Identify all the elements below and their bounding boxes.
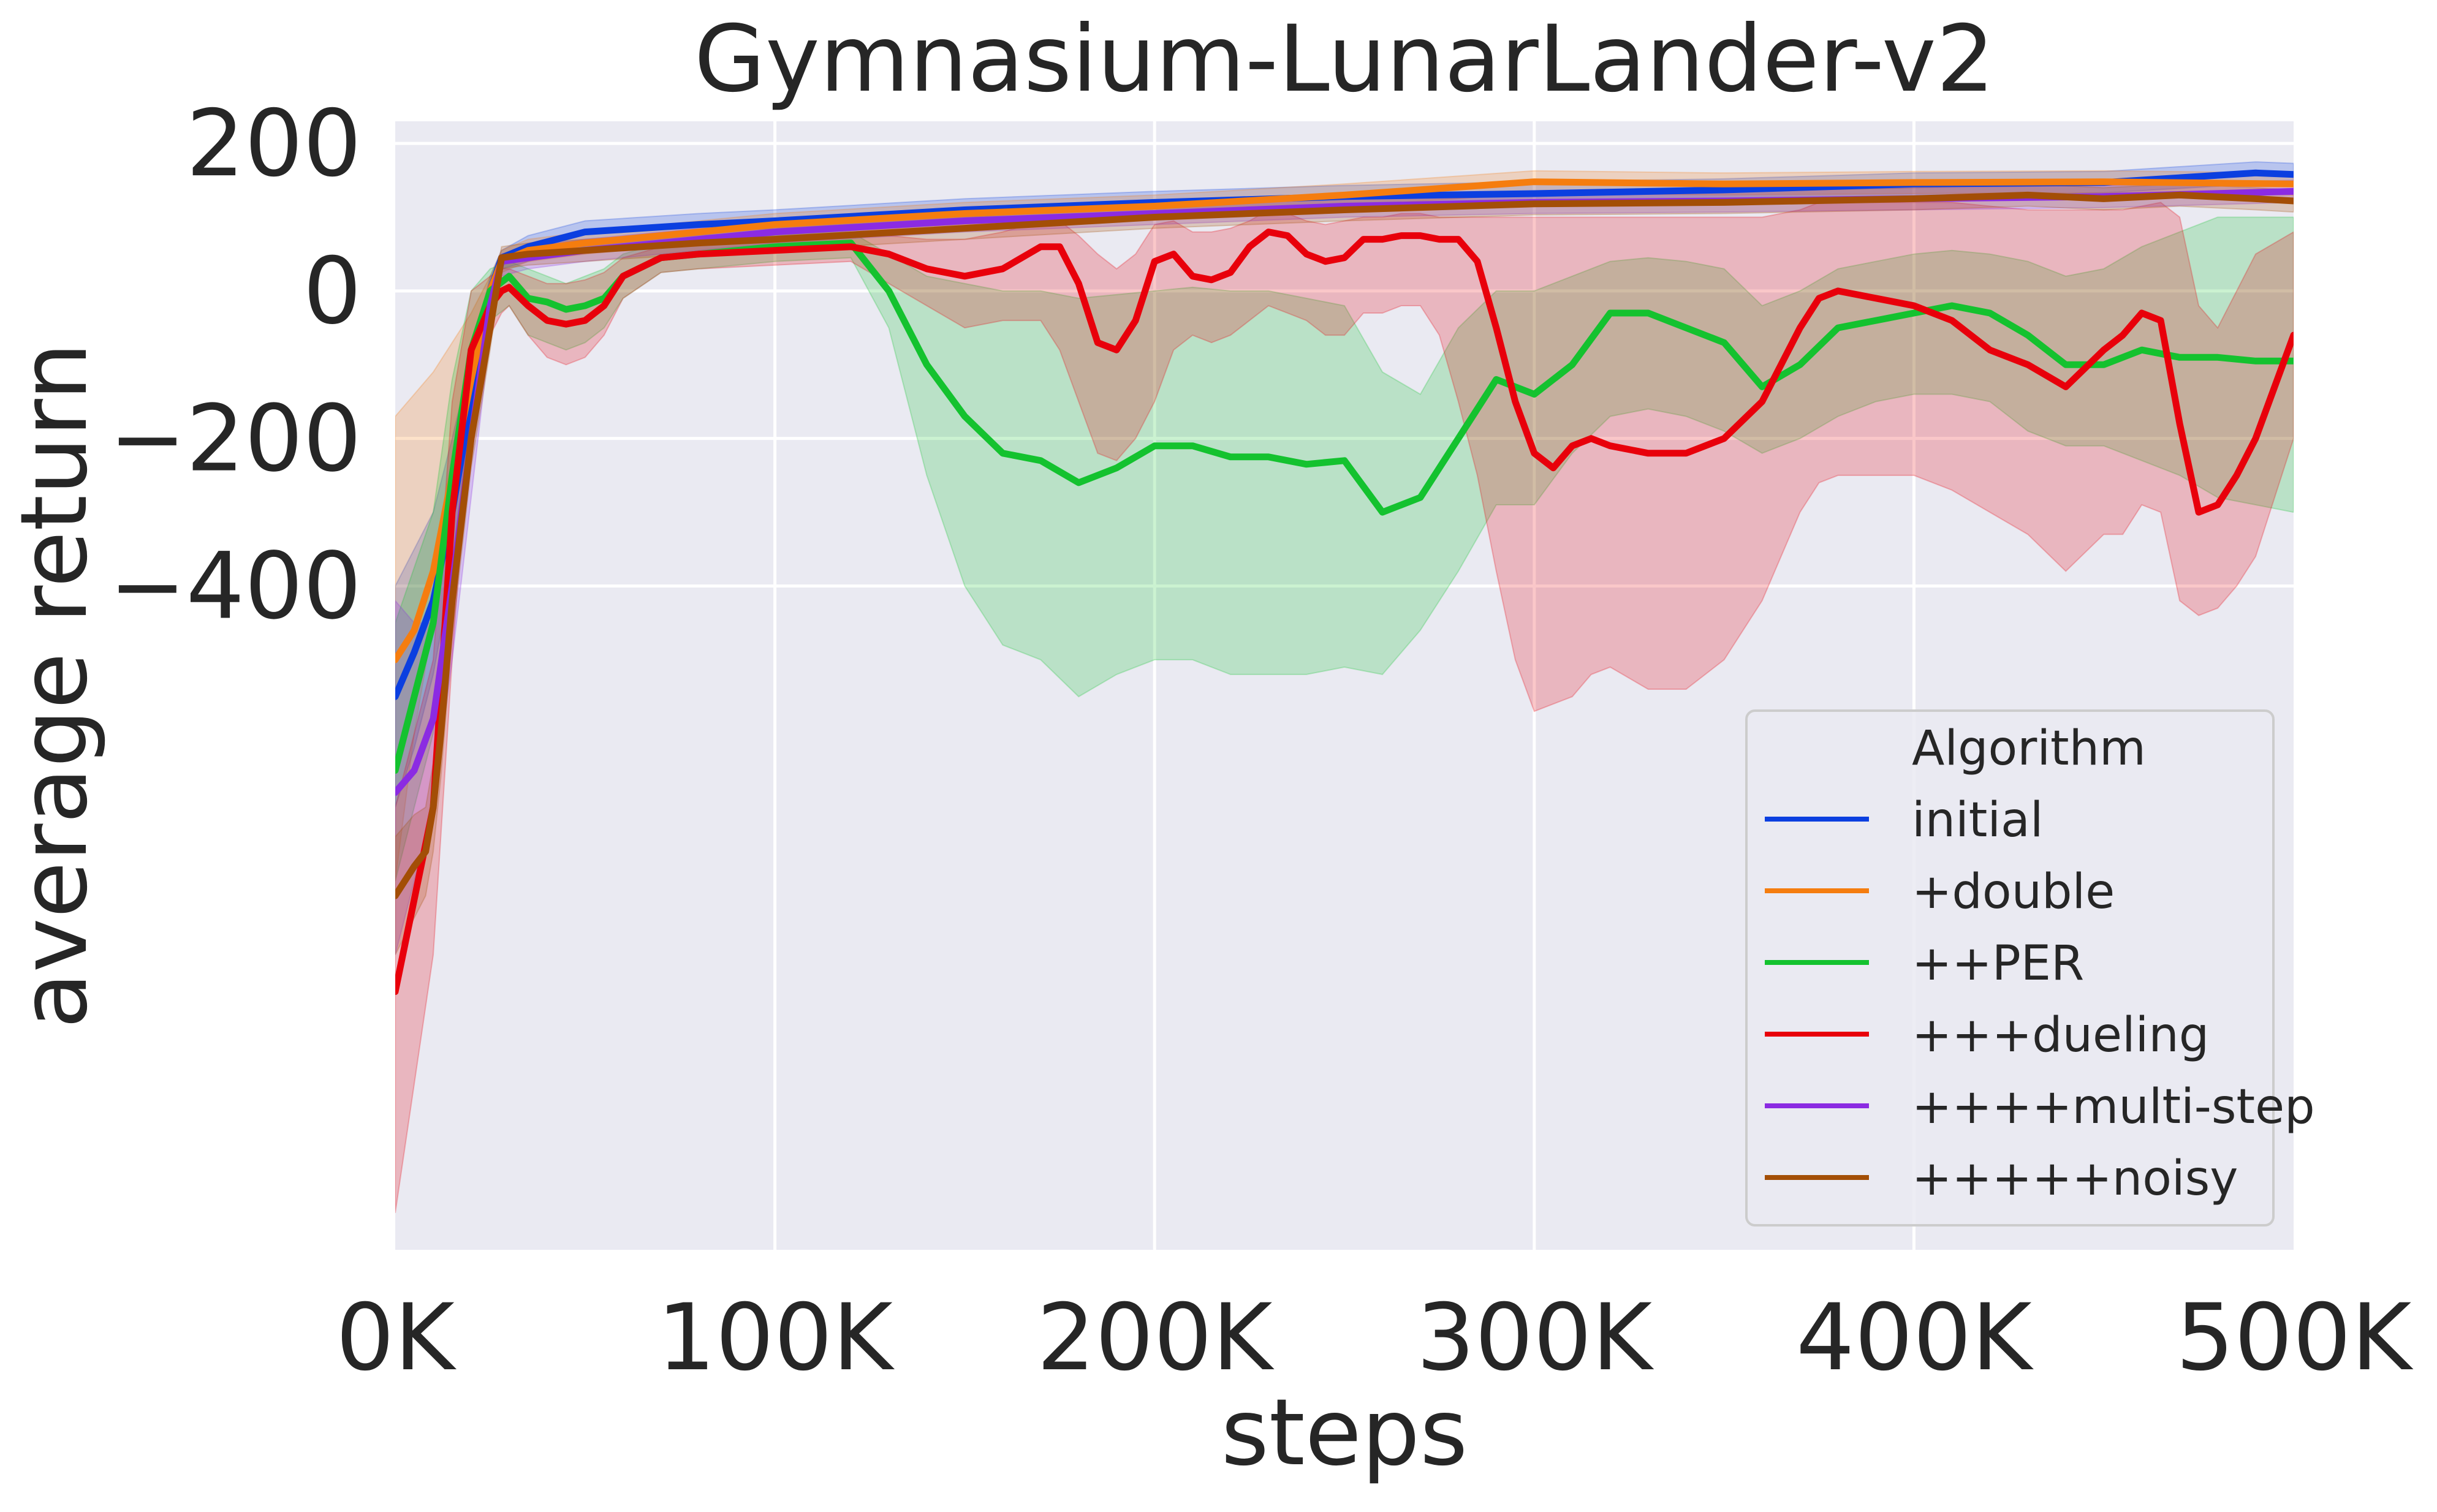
legend-title: Algorithm — [1912, 721, 2146, 776]
legend: Algorithm initial +double ++PER +++dueling +… — [1745, 709, 2315, 1227]
x-tick-label: 100K — [657, 1285, 895, 1391]
y-axis-label: average return — [1, 342, 108, 1029]
x-axis-ticks: 0K 100K 200K 300K 400K 500K — [336, 1285, 2414, 1391]
legend-frame — [1745, 709, 2275, 1227]
legend-label-noisy: +++++noisy — [1912, 1151, 2238, 1206]
series-line-dueling — [395, 229, 2294, 996]
y-axis-ticks: 200 0 −200 −400 — [109, 91, 362, 640]
legend-label-double: +double — [1912, 864, 2115, 920]
y-tick-label: 0 — [303, 238, 362, 345]
x-tick-label: 400K — [1796, 1285, 2034, 1391]
x-tick-label: 300K — [1416, 1285, 1654, 1391]
series-line-per — [395, 240, 2294, 774]
y-tick-label: 200 — [186, 91, 362, 197]
x-tick-label: 0K — [336, 1285, 457, 1391]
legend-label-initial: initial — [1912, 793, 2044, 848]
band-per — [395, 216, 2294, 882]
x-tick-label: 500K — [2176, 1285, 2414, 1391]
series-lines — [395, 169, 2294, 996]
legend-label-multi-step: ++++multi-step — [1912, 1079, 2315, 1135]
band-noisy — [395, 183, 2294, 955]
x-tick-label: 200K — [1037, 1285, 1275, 1391]
legend-label-per: ++PER — [1912, 936, 2084, 991]
legend-entries: initial +double ++PER +++dueling ++++multi-s… — [1765, 793, 2315, 1206]
series-line-noisy — [395, 191, 2294, 899]
legend-label-dueling: +++dueling — [1912, 1008, 2209, 1063]
y-tick-label: −400 — [109, 533, 362, 640]
x-axis-label: steps — [1221, 1380, 1468, 1486]
y-tick-label: −200 — [109, 386, 362, 493]
chart-title: Gymnasium-LunarLander-v2 — [694, 6, 1995, 113]
band-dueling — [395, 202, 2294, 1213]
